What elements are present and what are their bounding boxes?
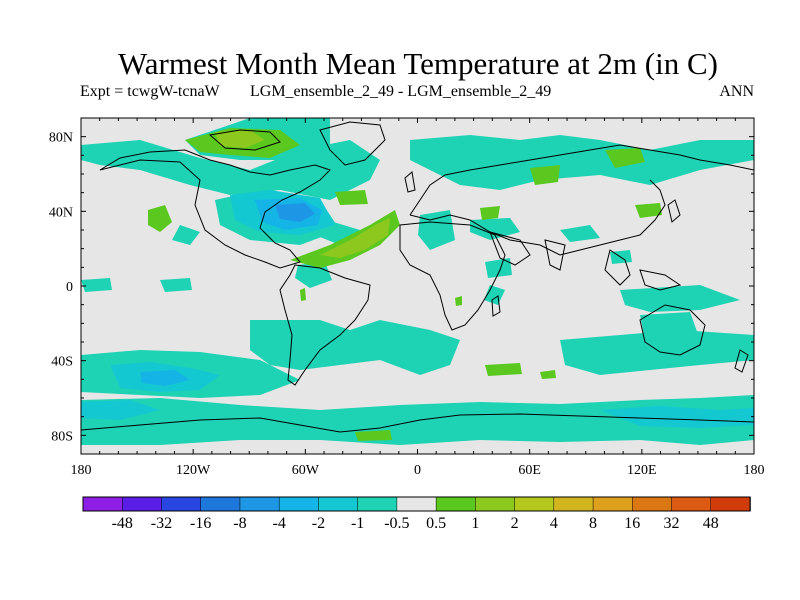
map-axis-labels: 80N 40N 0 40S 80S 180 120W 60W 0 60E 120E 180 bbox=[49, 131, 765, 478]
colorbar-swatch bbox=[396, 496, 437, 512]
colorbar-swatch bbox=[161, 496, 202, 512]
colorbar-swatch bbox=[710, 496, 751, 512]
colorbar-swatch bbox=[553, 496, 594, 512]
colorbar-swatch bbox=[357, 496, 398, 512]
anomaly-regions-moderate-positive bbox=[215, 130, 390, 258]
colorbar-level-label: 4 bbox=[550, 515, 558, 532]
colorbar-swatch bbox=[278, 496, 320, 512]
colorbar-level-label: 1 bbox=[471, 515, 479, 532]
longitude-tick-label: 120E bbox=[627, 463, 657, 478]
colorbar-level-label: -0.5 bbox=[384, 515, 409, 532]
colorbar bbox=[82, 496, 751, 512]
longitude-tick-label: 180 bbox=[744, 463, 765, 478]
colorbar-level-label: 48 bbox=[703, 515, 719, 532]
colorbar-swatch bbox=[632, 496, 673, 512]
case-comparison-label: LGM_ensemble_2_49 - LGM_ensemble_2_49 bbox=[250, 83, 552, 100]
map-field bbox=[81, 118, 754, 454]
longitude-tick-label: 60W bbox=[292, 463, 320, 478]
colorbar-swatch bbox=[318, 496, 359, 512]
anomaly-regions-very-large-negative bbox=[275, 203, 315, 222]
longitude-tick-label: 0 bbox=[414, 463, 421, 478]
colorbar-level-label: -8 bbox=[233, 515, 246, 532]
colorbar-level-label: -16 bbox=[190, 515, 211, 532]
colorbar-level-label: 32 bbox=[664, 515, 680, 532]
colorbar-frame bbox=[82, 496, 751, 512]
colorbar-level-label: -4 bbox=[273, 515, 286, 532]
colorbar-swatch bbox=[671, 496, 712, 512]
colorbar-level-label: -32 bbox=[151, 515, 172, 532]
longitude-tick-label: 180 bbox=[71, 463, 92, 478]
latitude-tick-label: 0 bbox=[66, 280, 73, 295]
map-tick-marks bbox=[80, 117, 755, 455]
colorbar-swatch bbox=[514, 496, 555, 512]
colorbar-swatch bbox=[475, 496, 516, 512]
colorbar-level-label: 2 bbox=[511, 515, 519, 532]
colorbar-swatch bbox=[82, 496, 123, 512]
latitude-tick-label: 80N bbox=[49, 131, 73, 146]
latitude-tick-label: 40N bbox=[49, 205, 73, 220]
colorbar-labels: -48 -32 -16 -8 -4 -2 -1 -0.5 0.5 1 2 4 8 16 32 48 bbox=[112, 515, 719, 532]
longitude-tick-label: 60E bbox=[518, 463, 541, 478]
colorbar-level-label: -48 bbox=[112, 515, 133, 532]
colorbar-level-label: -2 bbox=[312, 515, 325, 532]
colorbar-swatch bbox=[435, 496, 477, 512]
colorbar-level-label: 8 bbox=[589, 515, 597, 532]
colorbar-level-label: 16 bbox=[624, 515, 640, 532]
colorbar-swatch bbox=[121, 496, 163, 512]
period-label: ANN bbox=[719, 83, 754, 100]
longitude-tick-label: 120W bbox=[176, 463, 211, 478]
colorbar-level-label: -1 bbox=[351, 515, 364, 532]
experiment-label: Expt = tcwgW-tcnaW bbox=[80, 83, 220, 100]
colorbar-swatch bbox=[200, 496, 241, 512]
latitude-tick-label: 40S bbox=[51, 355, 73, 370]
colorbar-swatch bbox=[592, 496, 634, 512]
map-title: Warmest Month Mean Temperature at 2m (in… bbox=[118, 46, 718, 81]
coastlines bbox=[81, 121, 754, 433]
latitude-tick-label: 80S bbox=[51, 429, 73, 444]
colorbar-swatch bbox=[239, 496, 280, 512]
colorbar-level-label: 0.5 bbox=[426, 515, 446, 532]
